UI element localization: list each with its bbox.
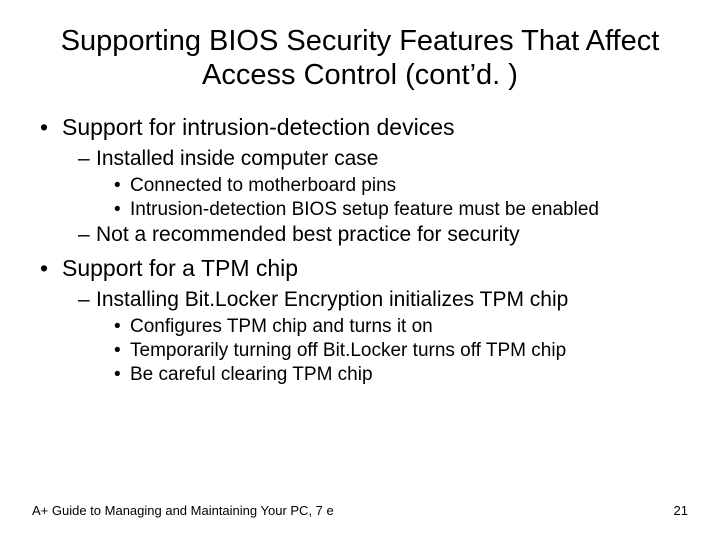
bullet-group-1: •Support for intrusion-detection devices… [40, 114, 688, 247]
bullet-text: Be careful clearing TPM chip [130, 364, 373, 385]
bullet-marker: – [78, 288, 96, 312]
bullet-l1: •Support for a TPM chip [40, 255, 688, 282]
bullet-text: Configures TPM chip and turns it on [130, 316, 433, 337]
bullet-marker: – [78, 223, 96, 247]
bullet-marker: • [114, 316, 130, 338]
bullet-l3: •Temporarily turning off Bit.Locker turn… [114, 340, 688, 362]
bullet-l2: –Installed inside computer case [78, 147, 688, 171]
slide-body: •Support for intrusion-detection devices… [32, 114, 688, 386]
bullet-marker: • [40, 114, 62, 141]
bullet-l3: •Be careful clearing TPM chip [114, 364, 688, 386]
bullet-l3: •Connected to motherboard pins [114, 175, 688, 197]
bullet-marker: • [114, 199, 130, 221]
bullet-l2: –Not a recommended best practice for sec… [78, 223, 688, 247]
bullet-l2: –Installing Bit.Locker Encryption initia… [78, 288, 688, 312]
bullet-text: Connected to motherboard pins [130, 175, 396, 196]
bullet-text: Temporarily turning off Bit.Locker turns… [130, 340, 566, 361]
bullet-text: Support for a TPM chip [62, 255, 298, 281]
bullet-text: Installed inside computer case [96, 147, 379, 170]
bullet-text: Installing Bit.Locker Encryption initial… [96, 288, 568, 311]
bullet-text: Support for intrusion-detection devices [62, 114, 455, 140]
bullet-text: Not a recommended best practice for secu… [96, 223, 520, 246]
bullet-marker: • [40, 255, 62, 282]
page-number: 21 [674, 503, 688, 518]
slide-title: Supporting BIOS Security Features That A… [32, 24, 688, 92]
bullet-text: Intrusion-detection BIOS setup feature m… [130, 199, 599, 220]
bullet-marker: • [114, 175, 130, 197]
bullet-marker: – [78, 147, 96, 171]
bullet-l1: •Support for intrusion-detection devices [40, 114, 688, 141]
bullet-marker: • [114, 364, 130, 386]
footer-left: A+ Guide to Managing and Maintaining You… [32, 503, 334, 518]
slide: Supporting BIOS Security Features That A… [0, 0, 720, 540]
slide-footer: A+ Guide to Managing and Maintaining You… [32, 503, 688, 518]
bullet-l3: •Intrusion-detection BIOS setup feature … [114, 199, 688, 221]
bullet-marker: • [114, 340, 130, 362]
bullet-l3: •Configures TPM chip and turns it on [114, 316, 688, 338]
bullet-group-2: •Support for a TPM chip –Installing Bit.… [40, 255, 688, 386]
